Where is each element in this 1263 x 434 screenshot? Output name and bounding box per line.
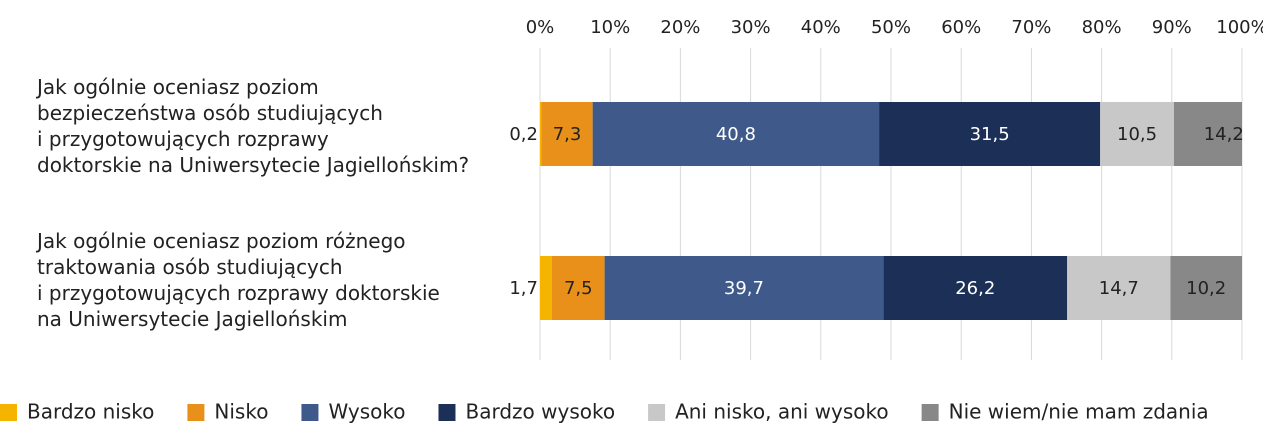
x-tick-label: 10%	[590, 17, 630, 38]
data-label: 40,8	[716, 124, 756, 145]
legend-label: Bardzo wysoko	[465, 400, 615, 424]
bar-segment	[1173, 102, 1242, 166]
data-label: 7,3	[553, 124, 582, 145]
bar-segment	[541, 102, 593, 166]
data-label: 1,7	[509, 278, 538, 299]
x-tick-label: 100%	[1216, 17, 1263, 38]
x-tick-label: 70%	[1011, 17, 1051, 38]
bar-segment	[1100, 102, 1174, 166]
bar-segment	[540, 102, 542, 166]
legend-swatch	[921, 404, 939, 421]
legend-label: Nie wiem/nie mam zdania	[949, 400, 1209, 424]
legend-swatch	[648, 404, 666, 421]
data-label: 14,2	[1204, 124, 1244, 145]
x-tick-label: 60%	[941, 17, 981, 38]
x-tick-label: 40%	[801, 17, 841, 38]
x-tick-label: 0%	[526, 17, 555, 38]
bar-segment	[551, 256, 605, 320]
legend-label: Ani nisko, ani wysoko	[675, 400, 889, 424]
legend-swatch	[0, 404, 17, 421]
x-tick-label: 20%	[660, 17, 700, 38]
bar-segment	[1170, 256, 1242, 320]
bar-segment	[879, 102, 1101, 166]
data-label: 39,7	[724, 278, 764, 299]
x-tick-label: 80%	[1082, 17, 1122, 38]
x-tick-label: 90%	[1152, 17, 1192, 38]
data-label: 0,2	[509, 124, 538, 145]
data-label: 10,5	[1117, 124, 1157, 145]
data-label: 26,2	[955, 278, 995, 299]
legend-swatch	[187, 404, 205, 421]
bar-segment	[604, 256, 884, 320]
bar-segment	[540, 256, 552, 320]
legend-swatch	[301, 404, 319, 421]
x-tick-label: 50%	[871, 17, 911, 38]
legend-label: Nisko	[214, 400, 268, 424]
category-label: Jak ogólnie oceniasz poziom bezpieczeńst…	[37, 75, 470, 177]
legend-label: Bardzo nisko	[27, 400, 154, 424]
bar-segment	[592, 102, 880, 166]
x-tick-label: 30%	[731, 17, 771, 38]
bar-segment	[1067, 256, 1171, 320]
data-label: 10,2	[1186, 278, 1226, 299]
legend-swatch	[438, 404, 456, 421]
data-label: 31,5	[970, 124, 1010, 145]
bar-segment	[883, 256, 1068, 320]
data-label: 7,5	[564, 278, 593, 299]
data-label: 14,7	[1099, 278, 1139, 299]
category-label: Jak ogólnie oceniasz poziom różnego trak…	[37, 229, 440, 331]
legend-label: Wysoko	[328, 400, 405, 424]
